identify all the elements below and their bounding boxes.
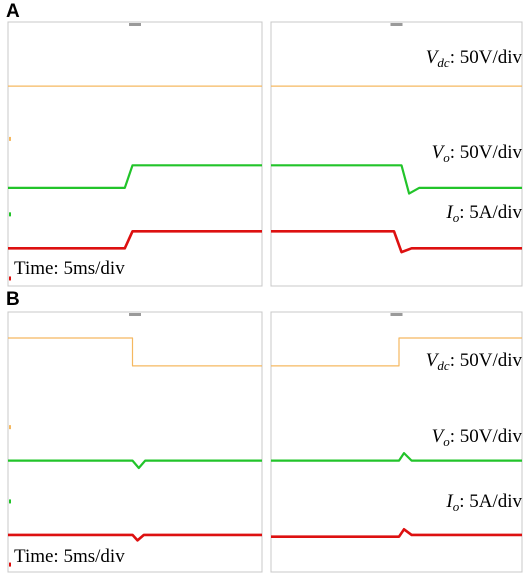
label-vo: Vo: 50V/div	[432, 426, 523, 449]
trace-io-right	[271, 230, 522, 254]
label-base: V	[426, 350, 440, 371]
channel-marker-vo	[9, 499, 11, 504]
label-sub: o	[443, 150, 450, 165]
scope-right	[270, 21, 523, 287]
scope-frame	[7, 21, 263, 287]
scope-frame	[270, 311, 523, 573]
label-sub: o	[443, 434, 450, 449]
trace-vo-left	[8, 164, 262, 189]
channel-marker-vdc	[9, 136, 11, 141]
time-scale-label: Time: 5ms/div	[14, 546, 125, 567]
label-sub: dc	[437, 55, 450, 70]
label-scale: : 5A/div	[459, 491, 522, 512]
label-base: I	[445, 491, 454, 512]
label-io: Io: 5A/div	[445, 202, 522, 225]
scope-right	[270, 311, 523, 573]
label-sub: o	[453, 499, 460, 514]
channel-marker-io	[9, 562, 11, 567]
trace-vdc-left	[8, 337, 262, 367]
trace-vo-right	[271, 164, 522, 195]
label-io: Io: 5A/div	[445, 491, 522, 514]
trace-vo-right	[271, 452, 522, 462]
trace-vo-left	[8, 459, 262, 470]
scope-left	[7, 21, 263, 287]
label-scale: : 5A/div	[459, 202, 522, 223]
label-scale: : 50V/div	[450, 142, 523, 163]
label-vdc: Vdc: 50V/div	[426, 350, 523, 373]
channel-marker-vo	[9, 212, 11, 217]
label-base: V	[426, 47, 440, 68]
label-base: V	[432, 426, 446, 447]
label-scale: : 50V/div	[450, 47, 523, 68]
trigger-marker	[129, 23, 141, 26]
label-base: V	[432, 142, 446, 163]
panel-label-b: B	[6, 289, 20, 310]
panel-label-a: A	[6, 1, 20, 22]
label-vo: Vo: 50V/div	[432, 142, 523, 165]
trigger-marker	[390, 23, 403, 26]
trace-vdc-right	[271, 337, 522, 367]
trace-io-right	[271, 528, 522, 538]
label-vdc: Vdc: 50V/div	[426, 47, 523, 70]
trigger-marker	[129, 313, 141, 316]
label-sub: o	[453, 210, 460, 225]
scope-frame	[7, 311, 263, 573]
time-scale-label: Time: 5ms/div	[14, 258, 125, 279]
scope-left	[7, 311, 263, 573]
label-base: I	[445, 202, 454, 223]
channel-marker-vdc	[9, 425, 11, 430]
label-sub: dc	[437, 358, 450, 373]
channel-marker-io	[9, 276, 11, 281]
label-scale: : 50V/div	[450, 426, 523, 447]
label-scale: : 50V/div	[450, 350, 523, 371]
trace-io-left	[8, 533, 262, 542]
trigger-marker	[390, 313, 403, 316]
trace-io-left	[8, 230, 262, 250]
